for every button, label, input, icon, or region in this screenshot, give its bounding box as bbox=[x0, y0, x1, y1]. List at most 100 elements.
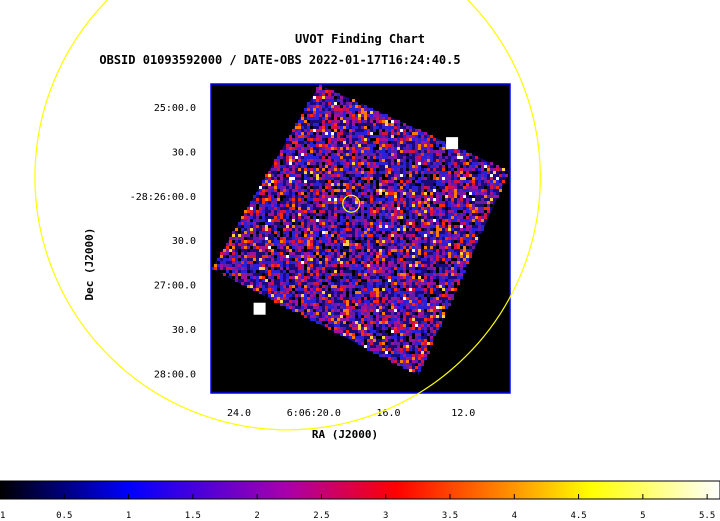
heatmap-pixel bbox=[394, 288, 397, 291]
heatmap-pixel bbox=[364, 162, 367, 165]
heatmap-pixel bbox=[445, 306, 448, 309]
heatmap-pixel bbox=[448, 255, 451, 258]
heatmap-pixel bbox=[307, 123, 310, 126]
heatmap-pixel bbox=[361, 222, 364, 225]
heatmap-pixel bbox=[457, 150, 460, 153]
heatmap-pixel bbox=[298, 180, 301, 183]
heatmap-pixel bbox=[445, 174, 448, 177]
heatmap-pixel bbox=[403, 264, 406, 267]
heatmap-pixel bbox=[364, 225, 367, 228]
heatmap-pixel bbox=[280, 282, 283, 285]
heatmap-pixel bbox=[286, 159, 289, 162]
heatmap-pixel bbox=[394, 249, 397, 252]
heatmap-pixel bbox=[436, 249, 439, 252]
heatmap-pixel bbox=[466, 171, 469, 174]
heatmap-pixel bbox=[334, 153, 337, 156]
heatmap-pixel bbox=[400, 243, 403, 246]
heatmap-pixel bbox=[370, 165, 373, 168]
heatmap-pixel bbox=[307, 237, 310, 240]
heatmap-pixel bbox=[397, 297, 400, 300]
heatmap-pixel bbox=[367, 291, 370, 294]
heatmap-pixel bbox=[388, 354, 391, 357]
heatmap-pixel bbox=[454, 255, 457, 258]
heatmap-pixel bbox=[469, 240, 472, 243]
heatmap-pixel bbox=[367, 240, 370, 243]
heatmap-pixel bbox=[298, 246, 301, 249]
heatmap-pixel bbox=[292, 261, 295, 264]
heatmap-pixel bbox=[265, 276, 268, 279]
heatmap-pixel bbox=[277, 300, 280, 303]
heatmap-pixel bbox=[382, 228, 385, 231]
heatmap-pixel bbox=[427, 309, 430, 312]
heatmap-pixel bbox=[310, 234, 313, 237]
heatmap-pixel bbox=[349, 150, 352, 153]
heatmap-pixel bbox=[445, 207, 448, 210]
heatmap-pixel bbox=[481, 225, 484, 228]
heatmap-pixel bbox=[319, 165, 322, 168]
heatmap-pixel bbox=[466, 255, 469, 258]
heatmap-pixel bbox=[406, 333, 409, 336]
heatmap-pixel bbox=[388, 309, 391, 312]
heatmap-pixel bbox=[379, 249, 382, 252]
heatmap-pixel bbox=[229, 243, 232, 246]
heatmap-pixel bbox=[394, 240, 397, 243]
heatmap-pixel bbox=[397, 249, 400, 252]
heatmap-pixel bbox=[331, 327, 334, 330]
heatmap-pixel bbox=[376, 336, 379, 339]
heatmap-pixel bbox=[343, 165, 346, 168]
heatmap-pixel bbox=[262, 183, 265, 186]
heatmap-pixel bbox=[304, 168, 307, 171]
heatmap-pixel bbox=[385, 174, 388, 177]
heatmap-pixel bbox=[430, 306, 433, 309]
heatmap-pixel bbox=[379, 114, 382, 117]
heatmap-pixel bbox=[316, 258, 319, 261]
heatmap-pixel bbox=[268, 231, 271, 234]
heatmap-pixel bbox=[355, 168, 358, 171]
heatmap-pixel bbox=[418, 282, 421, 285]
heatmap-pixel bbox=[346, 240, 349, 243]
heatmap-pixel bbox=[349, 336, 352, 339]
heatmap-pixel bbox=[361, 315, 364, 318]
heatmap-pixel bbox=[328, 144, 331, 147]
heatmap-pixel bbox=[295, 288, 298, 291]
heatmap-pixel bbox=[367, 333, 370, 336]
heatmap-pixel bbox=[400, 165, 403, 168]
heatmap-pixel bbox=[352, 225, 355, 228]
heatmap-pixel bbox=[310, 318, 313, 321]
heatmap-pixel bbox=[358, 282, 361, 285]
heatmap-pixel bbox=[397, 321, 400, 324]
heatmap-pixel bbox=[268, 288, 271, 291]
heatmap-pixel bbox=[304, 306, 307, 309]
heatmap-pixel bbox=[334, 195, 337, 198]
heatmap-pixel bbox=[457, 201, 460, 204]
heatmap-pixel bbox=[394, 342, 397, 345]
heatmap-pixel bbox=[475, 207, 478, 210]
heatmap-pixel bbox=[319, 258, 322, 261]
heatmap-pixel bbox=[328, 258, 331, 261]
heatmap-pixel bbox=[424, 234, 427, 237]
heatmap-pixel bbox=[376, 285, 379, 288]
heatmap-pixel bbox=[277, 294, 280, 297]
heatmap-pixel bbox=[277, 171, 280, 174]
heatmap-pixel bbox=[442, 261, 445, 264]
heatmap-pixel bbox=[433, 252, 436, 255]
heatmap-pixel bbox=[409, 192, 412, 195]
heatmap-pixel bbox=[409, 264, 412, 267]
heatmap-pixel bbox=[427, 339, 430, 342]
heatmap-pixel bbox=[274, 291, 277, 294]
heatmap-pixel bbox=[421, 210, 424, 213]
heatmap-pixel bbox=[316, 267, 319, 270]
heatmap-pixel bbox=[340, 189, 343, 192]
heatmap-pixel bbox=[418, 336, 421, 339]
heatmap-pixel bbox=[466, 219, 469, 222]
heatmap-pixel bbox=[370, 150, 373, 153]
heatmap-pixel bbox=[238, 237, 241, 240]
heatmap-pixel bbox=[400, 333, 403, 336]
y-tick-label: 30.0 bbox=[172, 148, 196, 159]
heatmap-pixel bbox=[439, 324, 442, 327]
heatmap-pixel bbox=[400, 348, 403, 351]
heatmap-pixel bbox=[379, 306, 382, 309]
heatmap-pixel bbox=[418, 165, 421, 168]
heatmap-pixel bbox=[412, 297, 415, 300]
heatmap-pixel bbox=[385, 255, 388, 258]
